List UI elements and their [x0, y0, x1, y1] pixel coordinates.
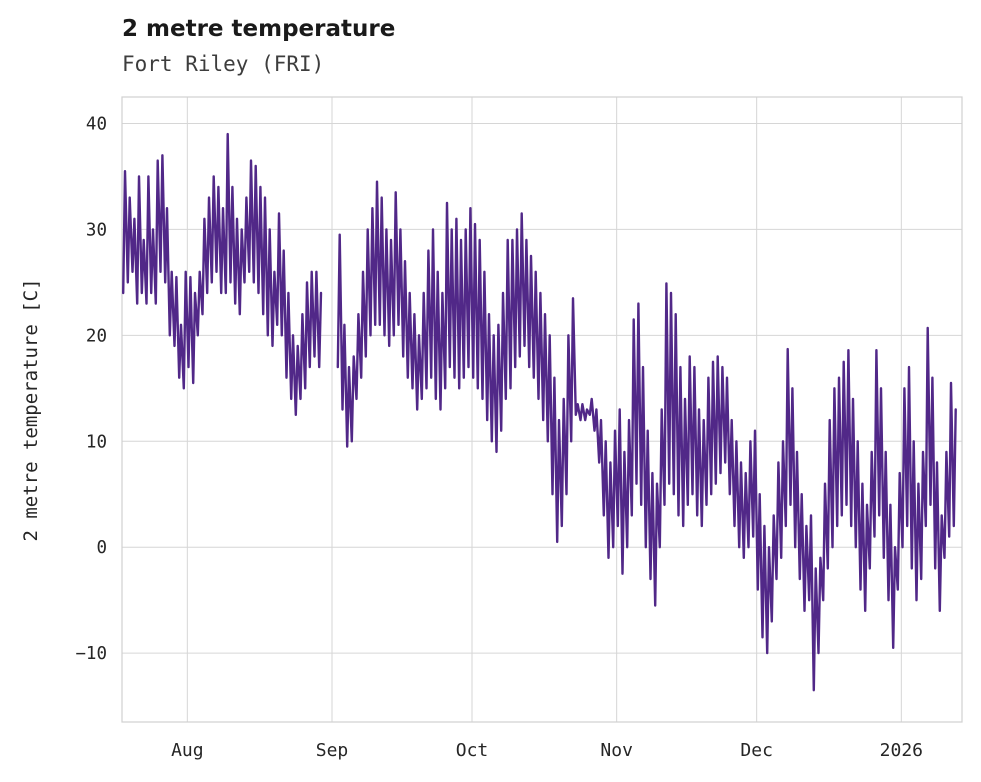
x-tick-label: Dec — [740, 740, 773, 761]
plot-border — [121, 96, 963, 723]
y-tick-label: 30 — [86, 220, 107, 240]
chart-subtitle: Fort Riley (FRI) — [122, 52, 325, 76]
x-tick-label: Nov — [600, 740, 633, 761]
y-axis-label: 2 metre temperature [C] — [20, 278, 42, 542]
chart-title: 2 metre temperature — [122, 16, 396, 42]
temperature-line — [122, 132, 957, 692]
y-tick-label: 10 — [86, 432, 107, 452]
y-tick-label: −10 — [75, 644, 107, 664]
x-tick-label: Aug — [171, 740, 204, 761]
x-tick-label: Oct — [456, 740, 489, 761]
y-tick-label: 20 — [86, 326, 107, 346]
x-tick-label: Sep — [316, 740, 349, 761]
y-tick-label: 0 — [96, 538, 107, 558]
y-tick-label: 40 — [86, 114, 107, 134]
x-tick-label: 2026 — [880, 740, 923, 761]
